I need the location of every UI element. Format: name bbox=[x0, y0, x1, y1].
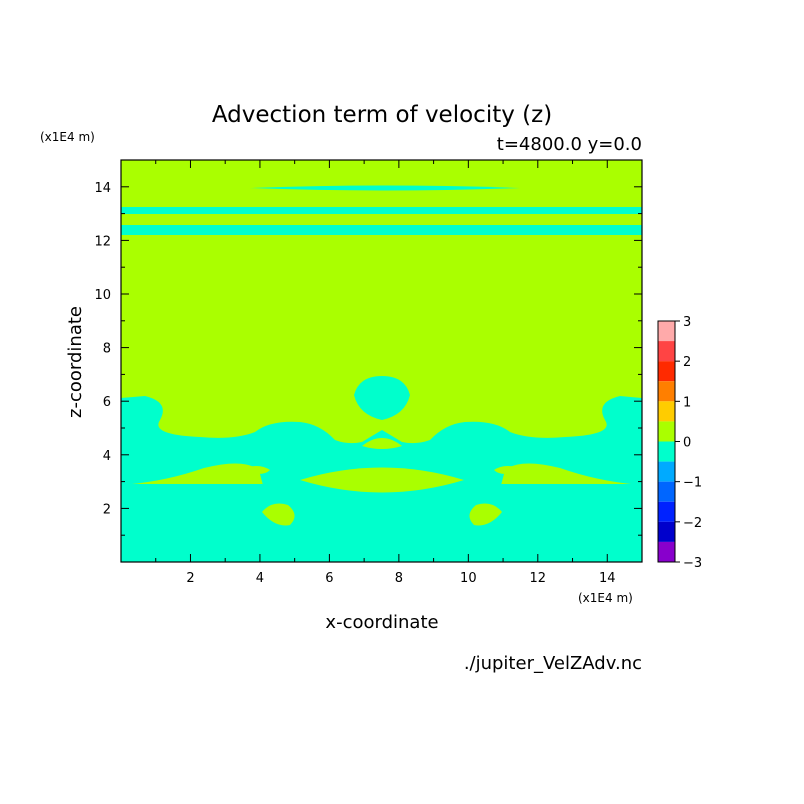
island-dot-right bbox=[544, 471, 559, 482]
colorbar-tick-label: −1 bbox=[683, 476, 702, 491]
colorbar-level bbox=[658, 401, 675, 422]
x-tick-label: 6 bbox=[325, 571, 333, 586]
colorbar-tick-label: 0 bbox=[683, 436, 691, 451]
x-tick-label: 4 bbox=[256, 571, 264, 586]
upper-band-1 bbox=[121, 207, 642, 214]
colorbar-tick-label: −2 bbox=[683, 516, 702, 531]
colorbar-level bbox=[658, 541, 675, 562]
x-tick-label: 8 bbox=[395, 571, 403, 586]
colorbar-level bbox=[658, 341, 675, 362]
colorbar-tick-label: 3 bbox=[683, 315, 691, 330]
source-filename: ./jupiter_VelZAdv.nc bbox=[464, 653, 642, 674]
island-mid-right bbox=[494, 466, 524, 474]
chart-subtitle: t=4800.0 y=0.0 bbox=[497, 134, 642, 155]
plot-area bbox=[121, 160, 642, 562]
island-mid-left bbox=[240, 466, 270, 474]
axes: 2 4 6 8 10 12 14 2 4 6 8 10 12 14 bbox=[94, 160, 642, 586]
colorbar-tick-label: 2 bbox=[683, 355, 691, 370]
island-arc-center bbox=[362, 438, 402, 449]
island-bump-right bbox=[469, 503, 502, 526]
colorbar: 3 2 1 0 −1 −2 −3 bbox=[657, 315, 702, 571]
x-unit-label: (x1E4 m) bbox=[578, 591, 633, 605]
colorbar-level bbox=[658, 461, 675, 482]
y-tick-label: 8 bbox=[103, 342, 111, 357]
colorbar-level bbox=[658, 361, 675, 382]
lower-fill bbox=[121, 484, 642, 562]
colorbar-tick-label: −3 bbox=[683, 556, 702, 571]
colorbar-level bbox=[658, 501, 675, 522]
colorbar-level bbox=[658, 381, 675, 402]
colorbar-level bbox=[658, 441, 675, 462]
x-tick-label: 14 bbox=[599, 571, 616, 586]
y-tick-label: 14 bbox=[94, 181, 111, 196]
y-tick-label: 4 bbox=[103, 449, 111, 464]
x-axis-label: x-coordinate bbox=[325, 612, 438, 633]
island-dot-left bbox=[205, 471, 220, 482]
y-tick-label: 10 bbox=[94, 288, 111, 303]
island-bump-left bbox=[262, 503, 295, 526]
island-center bbox=[300, 467, 464, 493]
y-axis-label: z-coordinate bbox=[65, 306, 86, 418]
positive-islands bbox=[205, 438, 559, 526]
x-tick-label: 2 bbox=[186, 571, 194, 586]
central-blob bbox=[354, 376, 410, 420]
chart-title: Advection term of velocity (z) bbox=[212, 102, 552, 128]
y-tick-label: 2 bbox=[103, 502, 111, 517]
x-tick-label: 12 bbox=[530, 571, 547, 586]
colorbar-level bbox=[658, 521, 675, 542]
lower-body bbox=[121, 396, 642, 520]
y-tick-label: 6 bbox=[103, 395, 111, 410]
upper-band-2 bbox=[121, 225, 642, 235]
colorbar-level bbox=[658, 481, 675, 502]
colorbar-level bbox=[658, 421, 675, 442]
y-unit-label: (x1E4 m) bbox=[40, 130, 95, 144]
negative-regions bbox=[121, 185, 642, 562]
upper-band-thin bbox=[250, 185, 520, 191]
y-tick-label: 12 bbox=[94, 234, 111, 249]
colorbar-level bbox=[658, 321, 675, 342]
x-tick-label: 10 bbox=[460, 571, 477, 586]
colorbar-tick-label: 1 bbox=[683, 395, 691, 410]
plot-frame bbox=[120, 159, 643, 563]
